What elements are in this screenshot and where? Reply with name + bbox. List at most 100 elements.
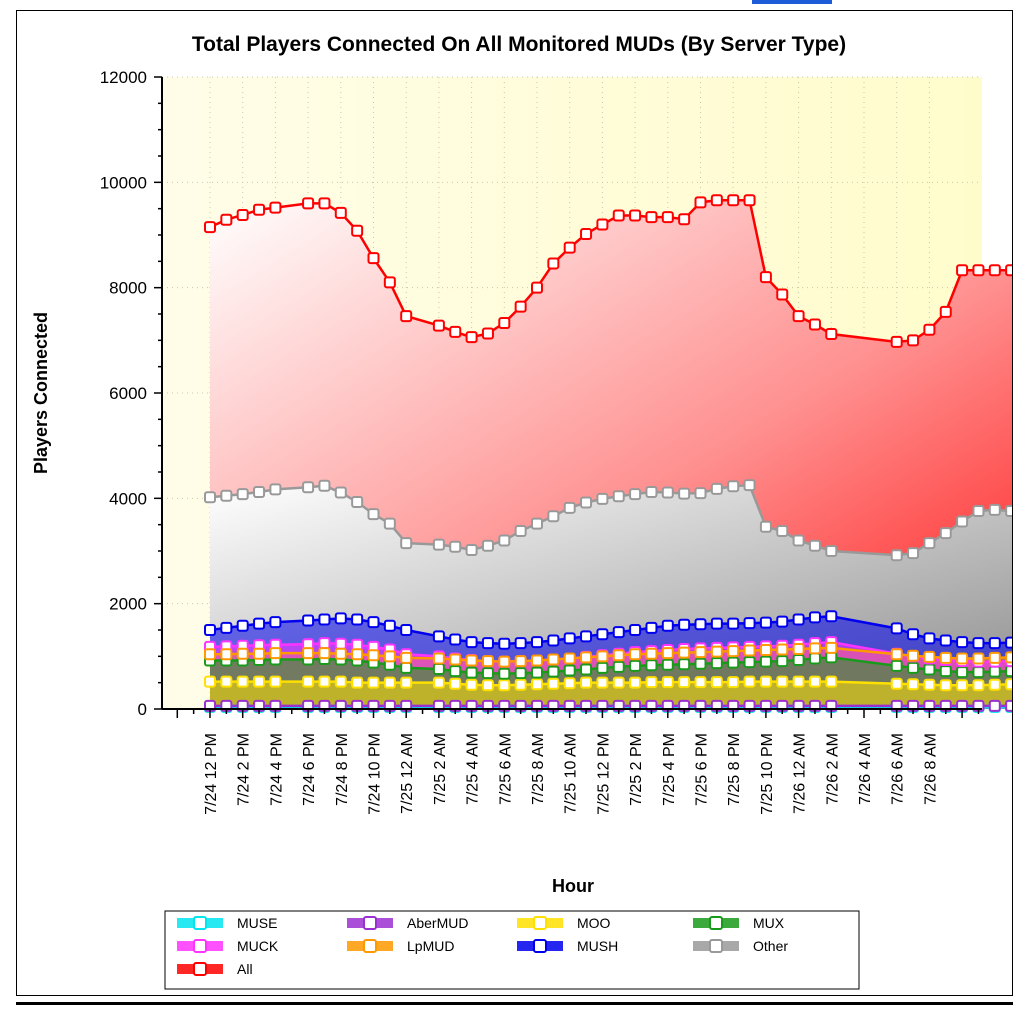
point-moo [1005,678,1018,691]
y-tick-label: 0 [138,700,147,719]
legend-swatch-lpmud [347,939,393,953]
point-lpmud [596,650,609,663]
point-all [253,203,266,216]
x-tick-label: 7/25 8 AM [530,733,547,805]
point-all [318,197,331,210]
point-moo [334,675,347,688]
point-other [808,539,821,552]
point-lpmud [727,645,740,658]
point-mush [972,637,985,650]
point-moo [302,675,315,688]
point-other [351,496,364,509]
point-other [367,508,380,521]
x-tick-label: 7/25 4 AM [465,733,482,805]
point-mux [890,659,903,672]
point-moo [629,676,642,689]
point-all [727,194,740,207]
point-moo [727,676,740,689]
point-mush [678,618,691,631]
x-tick-label: 7/24 10 PM [367,733,384,815]
point-mux [694,657,707,670]
x-tick-label: 7/25 8 PM [726,733,743,806]
point-mux [465,666,478,679]
point-all [743,194,756,207]
point-lpmud [808,642,821,655]
bottom-rule [16,1002,1013,1005]
point-other [334,486,347,499]
point-moo [776,675,789,688]
point-lpmud [334,647,347,660]
point-moo [220,675,233,688]
legend-label-other: Other [753,938,788,954]
point-other [743,479,756,492]
x-axis-label: Hour [552,876,594,896]
legend-swatch-abermud [347,916,393,930]
legend-label-abermud: AberMUD [407,915,468,931]
point-all [710,194,723,207]
point-lpmud [988,651,1001,664]
point-mush [269,616,282,629]
point-moo [531,678,543,691]
point-other [956,515,969,528]
legend-swatch-muck [177,939,223,953]
point-moo [825,675,838,688]
point-other [253,486,266,499]
point-all [367,252,380,265]
point-mux [645,659,658,672]
point-mux [678,658,691,671]
y-tick-label: 6000 [109,384,147,403]
point-mux [956,666,969,679]
point-mush [383,619,396,632]
point-other [710,482,723,495]
x-tick-label: 7/25 2 AM [432,733,449,805]
point-mush [514,637,527,650]
point-lpmud [383,650,396,663]
point-other [678,487,691,500]
x-tick-label: 7/25 6 PM [694,733,711,806]
point-moo [661,676,674,689]
point-mux [939,665,952,678]
point-lpmud [759,644,772,657]
point-all [465,331,478,344]
point-other [302,481,315,494]
point-mush [956,636,969,649]
point-all [792,310,805,323]
point-lpmud [694,646,707,659]
point-mux [1005,665,1018,678]
legend-swatch-muse [177,916,223,930]
point-mush [498,637,511,650]
point-moo [514,678,527,691]
point-other [481,539,494,552]
legend-label-mux: MUX [753,915,785,931]
x-tick-labels: 7/24 12 PM 7/24 2 PM 7/24 4 PM 7/24 6 PM 7/2… [203,733,939,815]
x-tick-label: 7/24 6 PM [301,733,318,806]
point-all [302,197,315,210]
point-all [759,271,772,284]
point-lpmud [563,652,576,665]
point-all [939,305,952,318]
point-other [939,527,952,540]
point-moo [759,675,772,688]
point-lpmud [939,651,952,664]
point-all [907,334,920,347]
point-all [220,213,233,226]
point-moo [972,679,985,692]
x-tick-label: 7/24 4 PM [268,733,285,806]
chart-svg: Total Players Connected On All Monitored… [31,33,1028,990]
point-lpmud [776,643,789,656]
point-mush [743,617,756,630]
point-moo [678,676,691,689]
point-mush [645,621,658,634]
point-all [972,264,985,277]
point-all [531,281,543,294]
point-lpmud [661,647,674,660]
point-mux [498,667,511,680]
legend-label-lpmud: LpMUD [407,938,454,954]
point-moo [498,679,511,692]
legend-swatch-mux [693,916,739,930]
point-lpmud [890,648,903,661]
x-tick-label: 7/25 2 PM [628,733,645,806]
point-other [972,504,985,517]
point-all [514,300,527,313]
point-moo [236,675,249,688]
